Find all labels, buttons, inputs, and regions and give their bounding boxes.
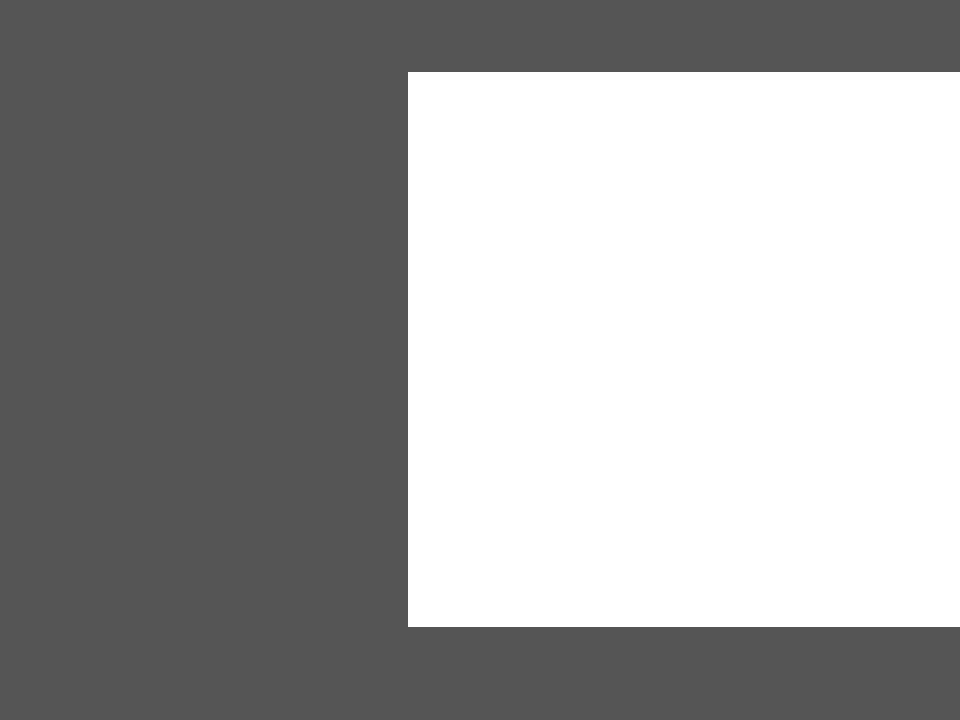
scatter-plot	[408, 72, 960, 627]
note-dark-matter	[84, 466, 96, 506]
figure-panel	[408, 72, 960, 627]
y-axis-label	[421, 96, 461, 516]
